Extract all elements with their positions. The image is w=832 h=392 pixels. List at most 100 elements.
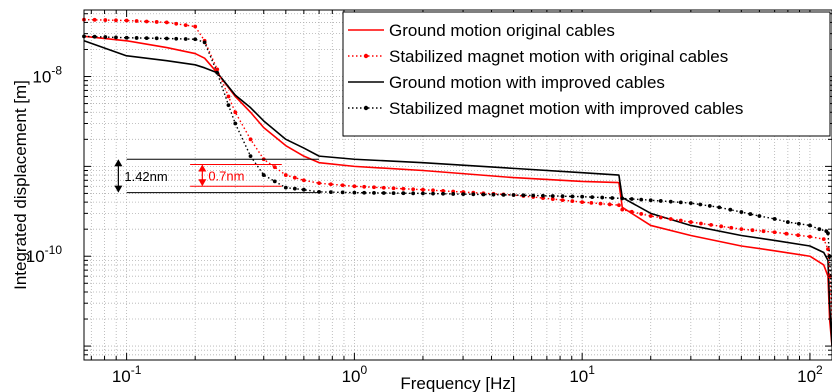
series-line	[83, 40, 832, 347]
series-marker	[154, 20, 159, 24]
series-marker	[491, 192, 496, 197]
series-marker	[570, 199, 575, 204]
legend-label: Ground motion original cables	[389, 21, 615, 40]
series-marker	[607, 202, 612, 207]
series-marker	[761, 229, 766, 234]
series-marker	[283, 173, 288, 177]
series-marker	[233, 110, 238, 115]
series-marker	[709, 223, 713, 227]
x-tick-label: 100	[342, 363, 368, 386]
series-marker	[144, 36, 149, 41]
series-marker	[511, 193, 516, 197]
series-marker	[226, 103, 231, 108]
annotation-arrow-head-down	[198, 179, 207, 187]
series-marker	[589, 200, 594, 205]
series-1	[83, 35, 832, 347]
series-marker	[629, 209, 634, 214]
series-marker	[639, 212, 644, 216]
series-marker	[785, 220, 790, 224]
series-marker	[114, 18, 118, 23]
series-marker	[698, 202, 703, 207]
series-marker	[796, 233, 801, 238]
series-marker	[431, 188, 435, 193]
series-marker	[164, 20, 169, 25]
series-marker	[772, 230, 777, 235]
series-marker	[610, 196, 615, 200]
legend-marker	[363, 53, 369, 59]
series-marker	[521, 193, 526, 198]
series-marker	[154, 36, 159, 41]
series-marker	[226, 94, 231, 99]
annotation-label: 1.42nm	[124, 169, 167, 184]
y-tick-label: 10-10	[26, 243, 63, 266]
series-marker	[248, 154, 253, 159]
annotations: 1.42nm 0.7nm	[114, 158, 320, 194]
series-marker	[134, 19, 139, 23]
series-marker	[772, 217, 777, 221]
series-marker	[688, 201, 693, 206]
series-marker	[92, 34, 97, 39]
legend-entry: Stabilized magnet motion with original c…	[348, 47, 728, 66]
series-marker	[808, 234, 812, 239]
series-marker	[381, 185, 386, 190]
series-marker	[808, 223, 812, 228]
series-marker	[678, 200, 683, 205]
legend-entry: Ground motion original cables	[348, 21, 615, 40]
legend-label: Stabilized magnet motion with original c…	[389, 47, 728, 66]
series-marker	[340, 190, 345, 195]
annotation-arrow-head-down	[114, 185, 123, 193]
series-marker	[598, 201, 603, 206]
series-marker	[248, 137, 253, 142]
series-marker	[272, 179, 277, 184]
series-marker	[183, 37, 188, 41]
series-marker	[658, 215, 663, 220]
series-marker	[441, 191, 445, 196]
series-4	[82, 34, 832, 304]
series-marker	[620, 207, 625, 212]
series-marker	[401, 191, 406, 196]
legend: Ground motion original cables Stabilized …	[342, 11, 831, 137]
series-marker	[421, 191, 425, 196]
x-tick-label: 102	[797, 363, 823, 386]
series-2	[82, 17, 832, 320]
series-marker	[301, 178, 306, 183]
series-marker	[739, 210, 744, 214]
series-marker	[431, 191, 435, 196]
series-marker	[328, 182, 333, 187]
series-marker	[362, 190, 367, 195]
series-marker	[215, 70, 220, 75]
legend-label: Ground motion with improved cables	[389, 73, 665, 92]
series-marker	[202, 40, 207, 45]
series-marker	[174, 36, 179, 41]
series-marker	[292, 186, 297, 191]
series-marker	[272, 165, 277, 170]
series-marker	[352, 184, 357, 189]
series-marker	[560, 198, 565, 202]
series-marker	[707, 204, 712, 208]
series-line	[83, 35, 832, 347]
series-marker	[164, 36, 169, 41]
y-tick-label: 10-8	[32, 64, 62, 87]
x-tick-label: 101	[569, 363, 595, 386]
series-marker	[541, 193, 545, 198]
series-marker	[193, 37, 198, 42]
annotation-arrow-head-up	[114, 159, 123, 167]
series-marker	[411, 187, 416, 192]
legend-entry: Ground motion with improved cables	[348, 73, 665, 92]
series-marker	[748, 212, 753, 216]
series-marker	[668, 217, 673, 221]
legend-label: Stabilized magnet motion with improved c…	[389, 99, 743, 118]
series-marker	[411, 191, 416, 196]
series-marker	[317, 181, 322, 186]
annotation-label: 0.7nm	[208, 168, 244, 183]
series-marker	[103, 35, 108, 39]
series-marker	[648, 198, 653, 203]
series-marker	[144, 19, 149, 24]
series-marker	[451, 192, 456, 196]
series-marker	[352, 190, 357, 195]
series-marker	[193, 24, 198, 29]
series-marker	[92, 17, 97, 22]
series-marker	[668, 199, 673, 204]
series-marker	[629, 197, 634, 201]
series-marker	[301, 187, 306, 192]
